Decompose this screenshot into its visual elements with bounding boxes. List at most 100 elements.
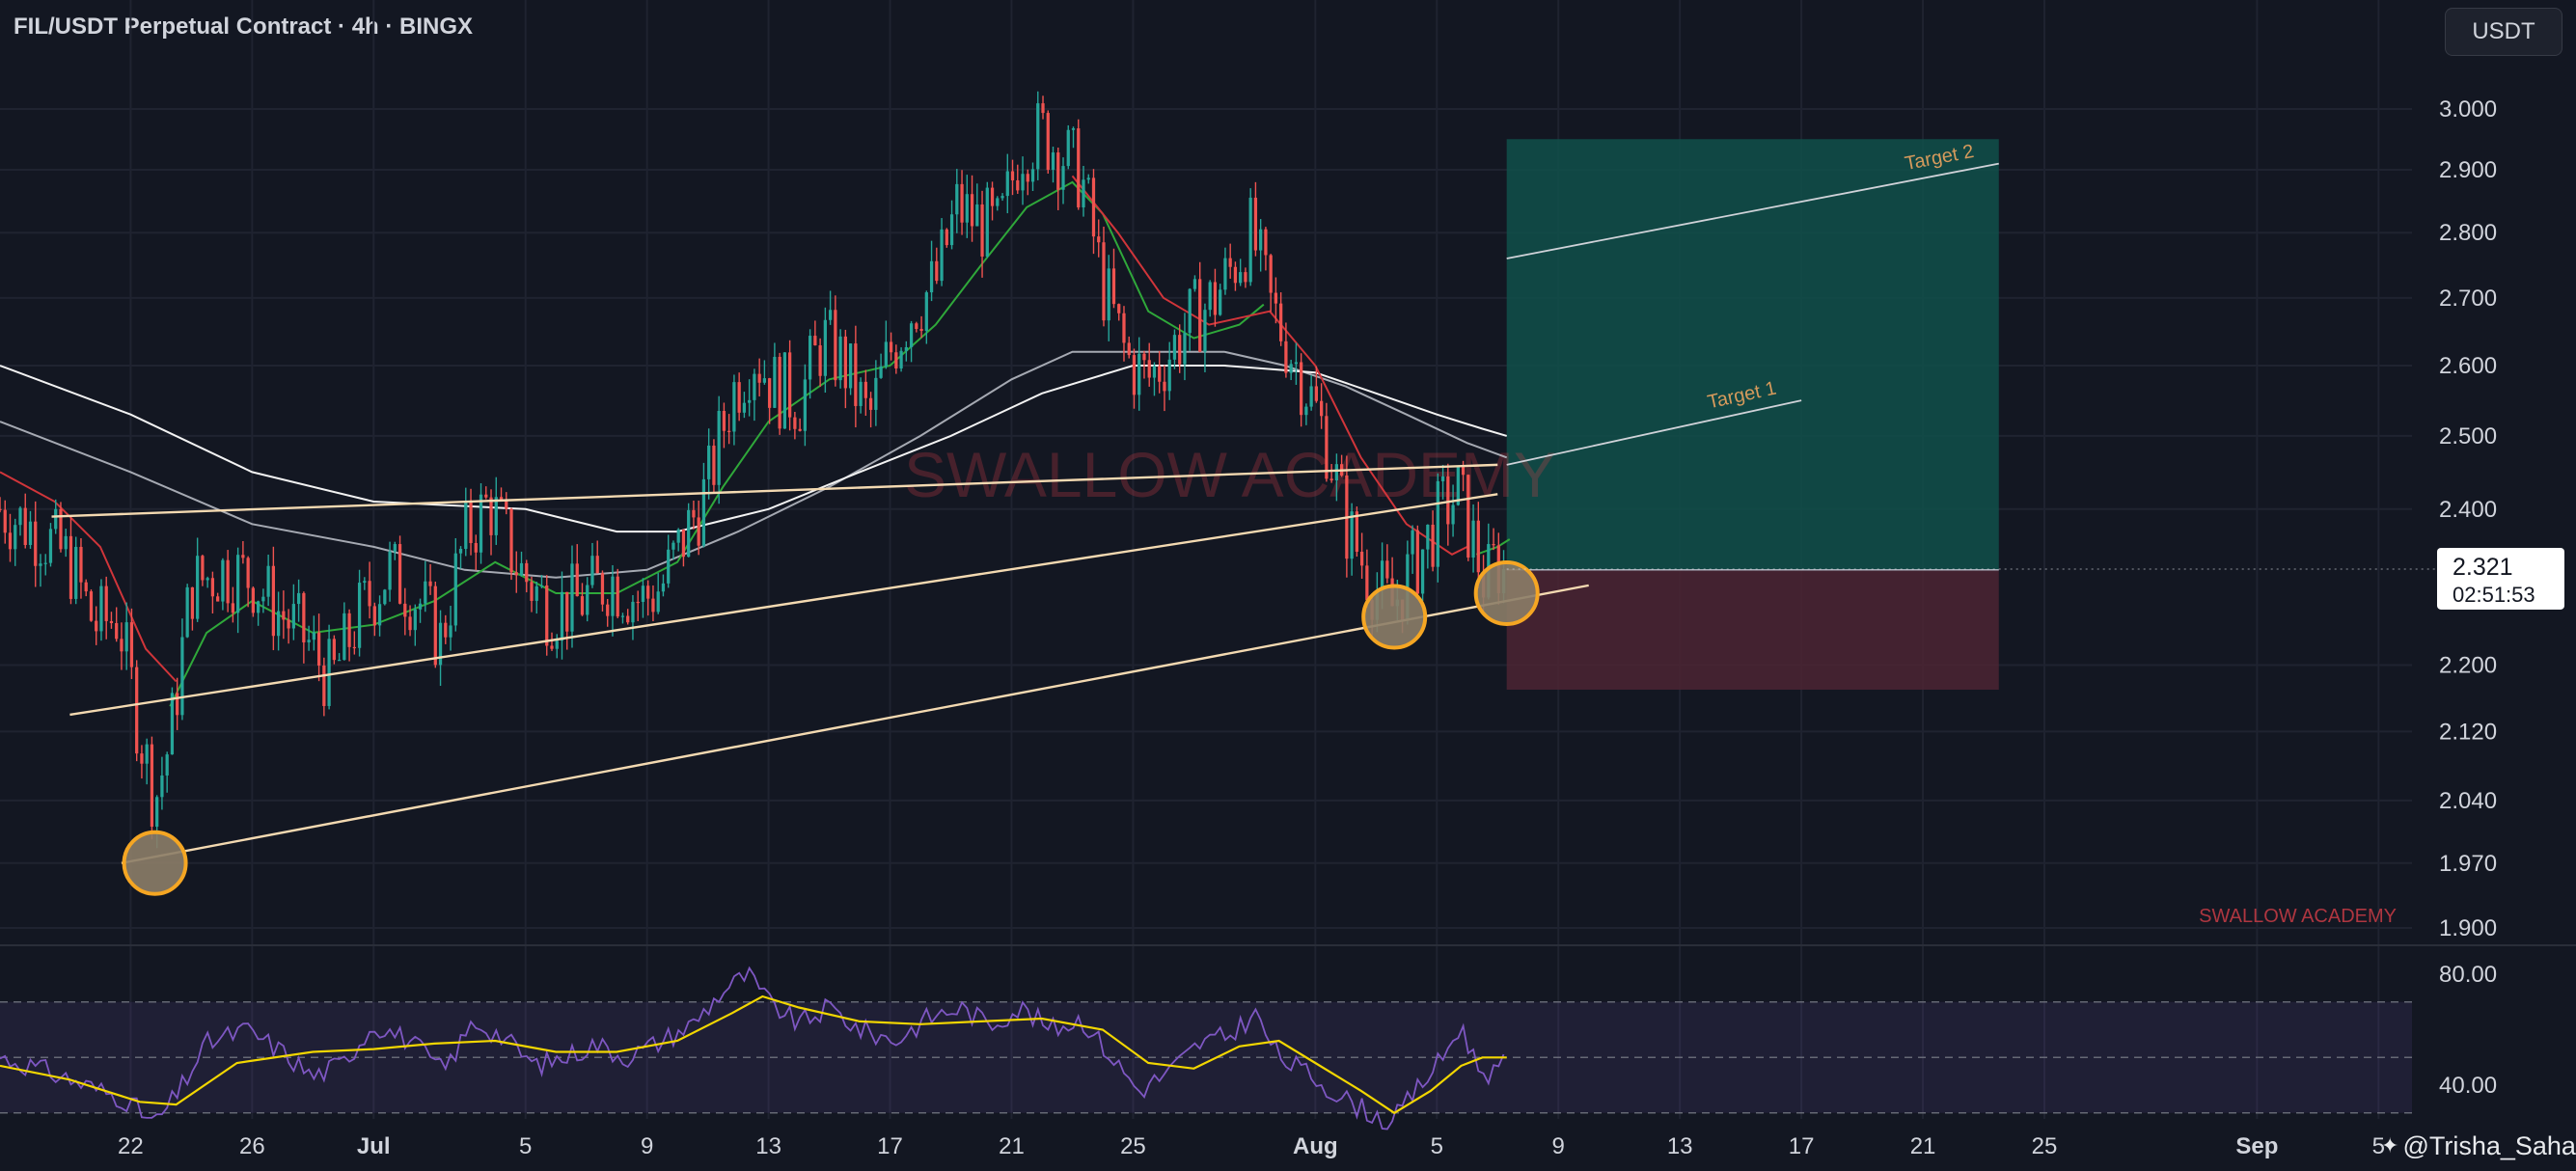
candle-body <box>545 585 549 646</box>
candle-body <box>165 754 169 776</box>
candle-body <box>727 430 731 432</box>
candle-body <box>975 204 979 227</box>
candle-body <box>656 591 660 613</box>
candle-body <box>996 198 1000 206</box>
moving-averages <box>0 175 1511 707</box>
take-profit-zone <box>1506 139 1999 570</box>
candle-body <box>879 366 883 378</box>
candle-body <box>357 583 362 648</box>
price-tick-label: 3.000 <box>2439 96 2497 123</box>
candle-body <box>1117 304 1121 313</box>
candle-body <box>251 587 256 613</box>
candle-body <box>287 619 290 629</box>
time-tick-label: Jul <box>357 1133 391 1159</box>
candle-body <box>469 501 473 543</box>
candle-body <box>505 499 508 509</box>
candle-body <box>1440 476 1445 481</box>
target-line-2[interactable] <box>1506 162 1999 259</box>
touch-point-circle-2[interactable] <box>1361 584 1428 650</box>
candle-body <box>1152 366 1157 378</box>
candle-body <box>28 521 33 546</box>
candle-body <box>748 399 752 403</box>
candle-body <box>813 336 817 346</box>
candle-body <box>39 563 42 566</box>
candle-body <box>1005 171 1009 197</box>
candle-body <box>48 529 53 563</box>
candle-body <box>1188 288 1192 334</box>
candle-body <box>798 428 802 431</box>
candle-body <box>793 417 797 429</box>
candle-body <box>1107 268 1110 321</box>
candle-body <box>479 494 483 553</box>
candle-body <box>778 356 781 429</box>
candle-body <box>565 591 569 632</box>
candle-body <box>924 292 928 332</box>
time-tick-label: 5 <box>519 1133 532 1159</box>
candle-body <box>818 345 822 376</box>
time-tick-label: 26 <box>239 1133 265 1159</box>
candle-body <box>980 204 984 257</box>
candle-body <box>894 352 898 368</box>
candle-body <box>474 542 478 553</box>
channel-line-1[interactable] <box>51 463 1498 518</box>
ema-red-early <box>0 471 178 683</box>
candle-body <box>494 497 498 535</box>
candle-body <box>1122 313 1126 343</box>
candle-body <box>302 592 306 642</box>
candle-body <box>707 445 711 479</box>
candle-body <box>1451 504 1455 525</box>
candle-body <box>8 532 13 550</box>
candle-body <box>1476 520 1480 573</box>
touch-point-circle-1[interactable] <box>122 830 188 896</box>
price-tick-label: 1.970 <box>2439 851 2497 877</box>
candle-body <box>919 328 923 332</box>
candle-body <box>1334 464 1339 481</box>
candle-body <box>221 559 225 602</box>
candle-body <box>3 509 7 533</box>
candle-body <box>89 591 94 621</box>
price-tick-label: 2.400 <box>2439 497 2497 523</box>
candle-body <box>1385 560 1389 579</box>
target-line-1[interactable] <box>1506 399 1802 466</box>
candle-body <box>231 603 235 613</box>
candle-body <box>823 319 827 376</box>
author-credit[interactable]: ✦ @Trisha_Saha <box>2381 1129 2576 1163</box>
candle-body <box>449 625 452 638</box>
candle-body <box>915 323 918 329</box>
candle-body <box>1420 549 1425 594</box>
candle-body <box>1102 242 1106 321</box>
candle-body <box>661 583 666 592</box>
candle-body <box>428 581 432 586</box>
candle-body <box>626 615 630 623</box>
price-tick-label: 2.200 <box>2439 653 2497 679</box>
candle-body <box>1264 229 1268 256</box>
channel-line-2[interactable] <box>69 493 1498 717</box>
candle-body <box>124 622 128 652</box>
touch-point-circle-3[interactable] <box>1473 559 1540 626</box>
candle-body <box>1431 524 1435 567</box>
candle-body <box>84 582 88 592</box>
candle-body <box>408 616 412 631</box>
rsi-tick-label: 40.00 <box>2439 1073 2497 1099</box>
candle-body <box>620 615 625 617</box>
candle-body <box>1274 292 1278 304</box>
channel-line-3[interactable] <box>121 584 1589 864</box>
candle-body <box>525 562 529 583</box>
candle-body <box>34 521 38 566</box>
time-tick-label: 21 <box>1910 1133 1936 1159</box>
currency-selector-button[interactable]: USDT <box>2445 8 2562 56</box>
candle-body <box>216 596 220 602</box>
candle-body <box>1300 362 1303 416</box>
candle-body <box>210 578 215 597</box>
candle-body <box>95 620 98 632</box>
candle-body <box>985 187 989 257</box>
candle-body <box>388 551 392 590</box>
candle-body <box>990 187 995 206</box>
candle-body <box>79 546 83 583</box>
candle-body <box>611 576 615 616</box>
candle-body <box>393 544 397 552</box>
candle-body <box>1071 128 1076 130</box>
candle-body <box>757 373 761 383</box>
candle-body <box>115 623 119 640</box>
